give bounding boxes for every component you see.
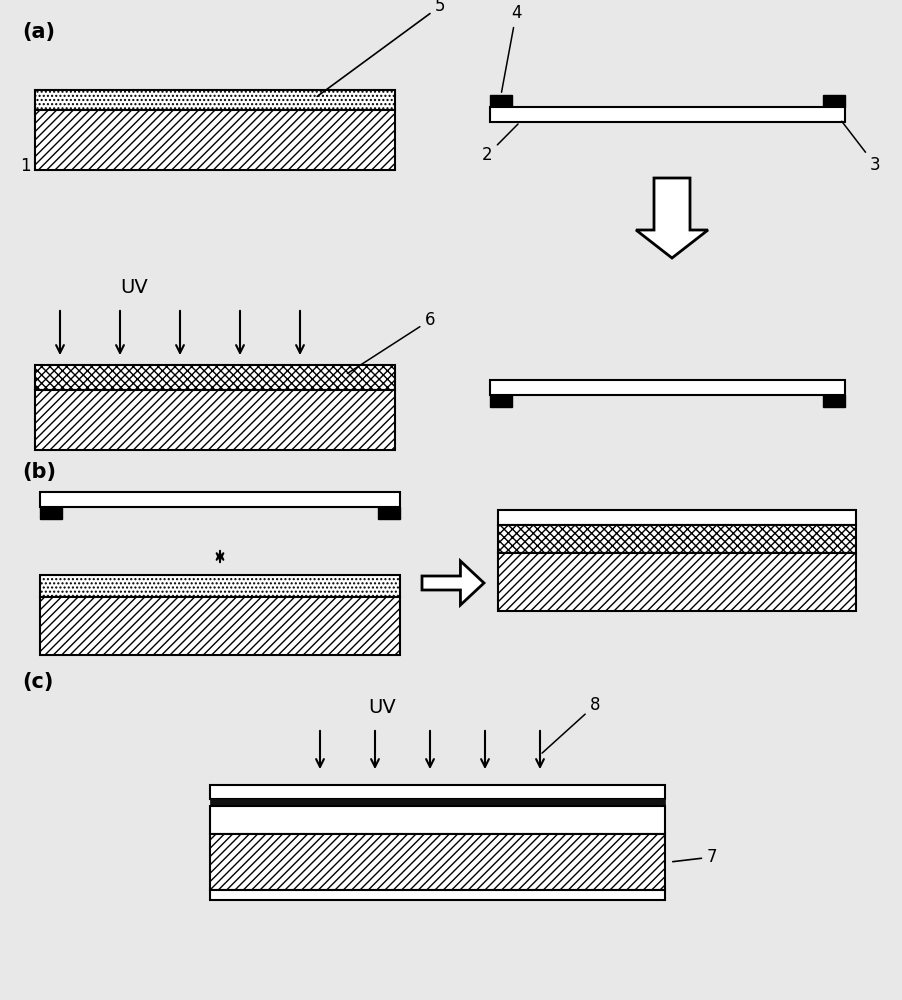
Text: 3: 3: [841, 121, 879, 174]
Bar: [822, 395, 844, 407]
Text: 5: 5: [317, 0, 445, 96]
Text: 8: 8: [541, 696, 600, 753]
Text: 6: 6: [347, 311, 435, 373]
Bar: [40, 507, 62, 519]
Bar: [210, 890, 664, 900]
Bar: [210, 834, 664, 890]
Bar: [35, 90, 394, 110]
Text: 1: 1: [21, 157, 31, 175]
Text: 4: 4: [501, 4, 521, 92]
Bar: [490, 107, 844, 122]
Polygon shape: [421, 561, 483, 605]
Bar: [35, 365, 394, 390]
Bar: [210, 806, 664, 834]
Text: (c): (c): [22, 672, 53, 692]
Bar: [35, 390, 394, 450]
Text: UV: UV: [120, 278, 148, 297]
Bar: [497, 553, 855, 611]
Bar: [490, 380, 844, 395]
Bar: [497, 525, 855, 553]
Bar: [40, 492, 400, 507]
Bar: [40, 575, 400, 597]
Text: (a): (a): [22, 22, 55, 42]
Polygon shape: [635, 178, 707, 258]
Bar: [210, 799, 664, 806]
Text: 2: 2: [482, 124, 518, 164]
Bar: [35, 110, 394, 170]
Bar: [210, 785, 664, 799]
Bar: [490, 395, 511, 407]
Bar: [378, 507, 400, 519]
Bar: [497, 510, 855, 525]
Bar: [490, 95, 511, 107]
Text: UV: UV: [368, 698, 395, 717]
Bar: [822, 95, 844, 107]
Bar: [40, 597, 400, 655]
Text: (b): (b): [22, 462, 56, 482]
Text: 7: 7: [672, 848, 717, 866]
